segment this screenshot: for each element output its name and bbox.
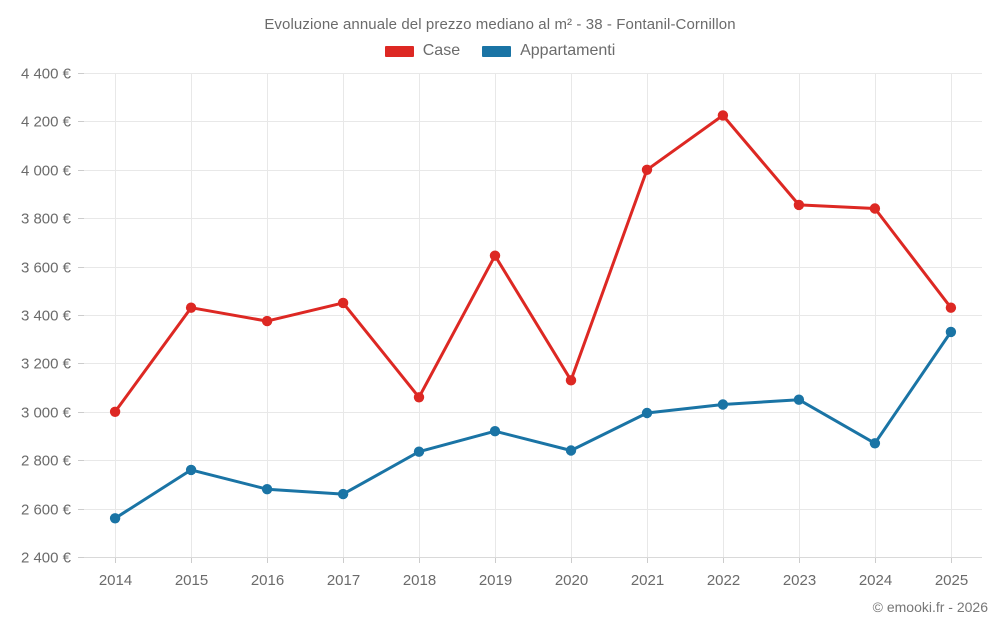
legend-swatch-icon (384, 45, 414, 57)
y-axis-tick-label: 3 000 € (21, 405, 72, 422)
legend-swatch-icon (482, 45, 512, 57)
data-point-case-2015[interactable]: 2015 — Case: 3430 (185, 302, 197, 313)
data-point-appartamenti-2024[interactable]: 2024 — Appartamenti: 2870 (869, 438, 881, 449)
x-axis-tick-label: 2016 (251, 572, 284, 589)
data-point-case-2024[interactable]: 2024 — Case: 3840 (869, 203, 881, 214)
x-axis-tick-label: 2021 (631, 572, 664, 589)
data-point-appartamenti-2023[interactable]: 2023 — Appartamenti: 3050 (793, 394, 805, 405)
x-axis-tick-label: 2025 (935, 572, 968, 589)
y-axis-tick-label: 3 600 € (21, 260, 72, 277)
copyright-credit: © emooki.fr - 2026 (872, 599, 988, 615)
legend-label: Appartamenti (520, 42, 616, 59)
data-point-appartamenti-2017[interactable]: 2017 — Appartamenti: 2660 (337, 488, 349, 500)
x-axis-tick-label: 2023 (783, 572, 816, 589)
data-point-case-2017[interactable]: 2017 — Case: 3450 (337, 297, 349, 309)
chart-title: Evoluzione annuale del prezzo mediano al… (264, 16, 736, 33)
data-point-case-2023[interactable]: 2023 — Case: 3855 (793, 199, 805, 211)
chart-legend: Case Appartamenti (0, 43, 1000, 59)
x-axis-tick-label: 2015 (175, 572, 208, 589)
x-axis-tick-label: 2024 (859, 572, 892, 589)
data-point-appartamenti-2020[interactable]: 2020 — Appartamenti: 2840 (565, 445, 577, 456)
data-point-case-2022[interactable]: 2022 — Case: 4225 (717, 110, 729, 121)
data-point-case-2016[interactable]: 2016 — Case: 3375 (261, 315, 273, 327)
x-axis-tick-label: 2017 (327, 572, 360, 589)
data-point-appartamenti-2022[interactable]: 2022 — Appartamenti: 3030 (717, 399, 729, 410)
data-point-case-2018[interactable]: 2018 — Case: 3060 (413, 392, 425, 403)
y-axis-tick-label: 2 800 € (21, 453, 72, 470)
y-axis-tick-label: 3 200 € (21, 356, 72, 373)
legend-item-appartamenti[interactable]: Appartamenti (482, 43, 615, 59)
legend-label: Case (422, 42, 461, 59)
series-line-case (113, 113, 953, 414)
series-line-appartamenti (113, 330, 953, 520)
x-axis-tick-label: 2020 (555, 572, 588, 589)
y-axis-tick-label: 2 400 € (21, 550, 72, 567)
data-point-appartamenti-2016[interactable]: 2016 — Appartamenti: 2680 (261, 484, 273, 495)
data-point-case-2019[interactable]: 2019 — Case: 3645 (489, 250, 501, 261)
y-axis-tick-label: 3 400 € (21, 308, 72, 325)
data-point-appartamenti-2021[interactable]: 2021 — Appartamenti: 2995 (641, 407, 653, 419)
y-axis-tick-label: 4 000 € (21, 163, 72, 180)
x-axis-tick-label: 2018 (403, 572, 436, 589)
legend-item-case[interactable]: Case (384, 42, 461, 59)
x-axis-tick-label: 2019 (479, 572, 512, 589)
data-point-appartamenti-2025[interactable]: 2025 — Appartamenti: 3330 (945, 326, 957, 338)
x-axis-tick-label: 2022 (707, 572, 740, 589)
y-axis-tick-label: 2 600 € (21, 502, 72, 519)
data-point-appartamenti-2014[interactable]: 2014 — Appartamenti: 2560 (109, 513, 121, 524)
x-axis-tick-label: 2014 (99, 572, 132, 589)
y-axis-tick-label: 4 200 € (21, 114, 72, 131)
y-axis-tick-label: 4 400 € (21, 66, 72, 83)
data-point-appartamenti-2019[interactable]: 2019 — Appartamenti: 2920 (489, 426, 501, 437)
y-axis-tick-label: 3 800 € (21, 211, 72, 228)
data-point-appartamenti-2015[interactable]: 2015 — Appartamenti: 2760 (185, 464, 197, 476)
data-point-appartamenti-2018[interactable]: 2018 — Appartamenti: 2835 (413, 446, 425, 457)
data-point-case-2020[interactable]: 2020 — Case: 3130 (565, 375, 577, 386)
data-point-case-2025[interactable]: 2025 — Case: 3430 (945, 302, 957, 313)
